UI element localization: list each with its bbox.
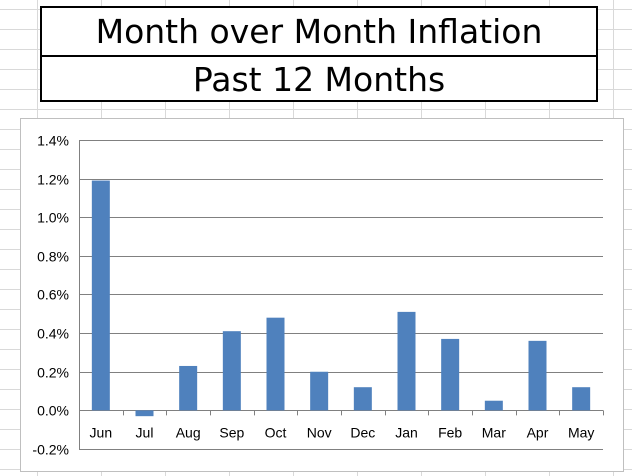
bar — [91, 180, 110, 411]
chart-subtitle: Past 12 Months — [192, 60, 446, 99]
y-tick-label: 0.0% — [37, 403, 69, 419]
y-tick-label: 0.6% — [37, 287, 69, 303]
y-tick-label: 1.4% — [37, 133, 69, 149]
chart-area[interactable]: 1.4% 1.2% 1.0% 0.8% 0.6% 0.4% 0.2% 0.0% -0.2% Jun… — [20, 118, 624, 472]
x-tick-label: Oct — [265, 424, 287, 440]
x-tick-label: Feb — [438, 424, 462, 440]
y-tick-label: 1.0% — [37, 210, 69, 226]
x-tick-label: Jun — [90, 424, 113, 440]
x-tick-label: Apr — [527, 424, 549, 440]
y-tick-label: 0.2% — [37, 365, 69, 381]
x-tick-label: Mar — [482, 424, 506, 440]
bar — [484, 400, 503, 411]
bar — [353, 387, 372, 411]
x-tick-label: Dec — [350, 424, 375, 440]
x-tick-label: Jan — [395, 424, 418, 440]
bar — [135, 410, 154, 417]
bar — [572, 387, 591, 411]
title-box: Month over Month Inflation Past 12 Month… — [40, 6, 598, 102]
bar — [266, 317, 285, 411]
bar — [397, 311, 416, 411]
bar — [310, 371, 329, 411]
bar-chart: 1.4% 1.2% 1.0% 0.8% 0.6% 0.4% 0.2% 0.0% -0.2% Jun… — [32, 133, 604, 458]
bar — [222, 331, 241, 411]
y-tick-label: 1.2% — [37, 172, 69, 188]
y-tick-label: -0.2% — [32, 442, 69, 458]
bar — [179, 365, 198, 411]
x-tick-label: Nov — [307, 424, 332, 440]
x-tick-label: Jul — [136, 424, 154, 440]
x-tick-label: May — [568, 424, 594, 440]
bar — [441, 338, 460, 411]
x-tick-label: Sep — [219, 424, 244, 440]
y-tick-label: 0.8% — [37, 249, 69, 265]
y-tick-label: 0.4% — [37, 326, 69, 342]
x-tick-label: Aug — [176, 424, 201, 440]
chart-title: Month over Month Inflation — [42, 8, 596, 57]
bar — [528, 340, 547, 411]
